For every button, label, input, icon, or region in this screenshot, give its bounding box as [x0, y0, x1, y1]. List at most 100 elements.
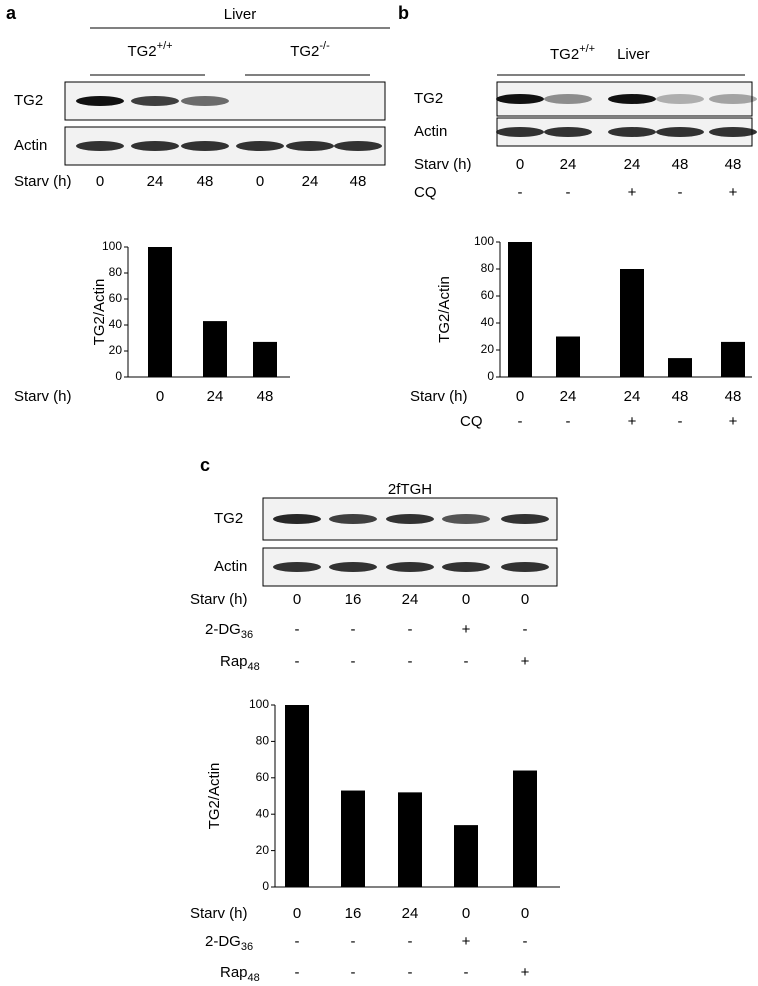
condition-value: 24: [302, 173, 319, 190]
band: [709, 127, 757, 137]
band: [386, 514, 434, 524]
panel-label: b: [398, 3, 409, 23]
x-tick-label: 24: [560, 388, 577, 405]
bar: [203, 321, 227, 377]
condition-value: 0: [462, 591, 470, 608]
condition-label: Starv (h): [190, 591, 248, 608]
group-label: TG2+/+: [127, 40, 172, 60]
condition-value: 48: [350, 173, 367, 190]
condition-label-main: 2-DG: [205, 933, 241, 950]
bar: [398, 792, 422, 887]
bar: [668, 358, 692, 377]
condition-value: 24: [560, 156, 577, 173]
y-tick-label: 60: [481, 288, 495, 302]
x-tick-label: 0: [462, 905, 470, 922]
x-tick-label: 48: [672, 388, 689, 405]
condition-value: -: [678, 413, 683, 430]
condition-value: +: [729, 413, 738, 430]
condition-label: CQ: [460, 413, 483, 430]
condition-value: 0: [521, 591, 529, 608]
y-tick-label: 20: [109, 343, 123, 357]
condition-value: +: [462, 621, 471, 638]
band: [273, 562, 321, 572]
condition-value: -: [295, 653, 300, 670]
group-label: TG2-/-: [290, 40, 330, 60]
y-tick-label: 0: [115, 369, 122, 383]
condition-value: -: [351, 964, 356, 981]
condition-label-sub: 48: [248, 661, 260, 673]
condition-value: -: [295, 964, 300, 981]
condition-label: Rap48: [220, 653, 260, 673]
y-tick-label: 60: [109, 291, 123, 305]
condition-value: +: [462, 933, 471, 950]
condition-value: 48: [672, 156, 689, 173]
condition-value: -: [351, 621, 356, 638]
y-tick-label: 100: [102, 239, 122, 253]
group-label-main: TG2: [127, 43, 156, 60]
condition-value: +: [521, 964, 530, 981]
condition-value: +: [628, 413, 637, 430]
y-axis-label: TG2/Actin: [206, 763, 223, 830]
condition-value: 16: [345, 591, 362, 608]
condition-value: -: [566, 184, 571, 201]
band: [544, 127, 592, 137]
x-tick-label: 24: [402, 905, 419, 922]
condition-value: -: [518, 413, 523, 430]
y-axis-label: TG2/Actin: [91, 279, 108, 346]
condition-label: 2-DG36: [205, 621, 253, 641]
condition-value: -: [523, 621, 528, 638]
y-tick-label: 40: [481, 315, 495, 329]
blot-header-after: Liver: [617, 46, 650, 63]
condition-label: Starv (h): [414, 156, 472, 173]
condition-value: -: [523, 933, 528, 950]
blot-header: TG2+/+ Liver: [550, 43, 650, 63]
blot-row-label: TG2: [14, 92, 43, 109]
band: [386, 562, 434, 572]
band: [501, 514, 549, 524]
band: [329, 514, 377, 524]
y-tick-label: 60: [256, 770, 270, 784]
x-axis-label: Starv (h): [14, 388, 72, 405]
y-tick-label: 80: [109, 265, 123, 279]
condition-label: Rap48: [220, 964, 260, 984]
group-label-sup: -/-: [319, 40, 330, 52]
band: [236, 141, 284, 151]
group-label-sup: +/+: [157, 40, 173, 52]
condition-value: -: [351, 933, 356, 950]
y-tick-label: 80: [481, 261, 495, 275]
band: [656, 94, 704, 104]
condition-value: -: [295, 621, 300, 638]
y-tick-label: 0: [262, 879, 269, 893]
band: [76, 96, 124, 106]
condition-value: -: [464, 653, 469, 670]
band: [442, 562, 490, 572]
blot-row-label: Actin: [414, 123, 447, 140]
condition-label-main: Rap: [220, 653, 248, 670]
condition-label-sub: 48: [248, 972, 260, 984]
y-tick-label: 40: [109, 317, 123, 331]
bar: [556, 336, 580, 377]
band: [608, 94, 656, 104]
condition-value: +: [521, 653, 530, 670]
blot-row-label: Actin: [214, 558, 247, 575]
bar: [721, 341, 745, 377]
condition-value: 0: [256, 173, 264, 190]
x-tick-label: 0: [516, 388, 524, 405]
condition-label-sub: 36: [241, 941, 253, 953]
condition-value: -: [408, 964, 413, 981]
y-tick-label: 100: [474, 234, 494, 248]
x-tick-label: 24: [624, 388, 641, 405]
y-axis-label: TG2/Actin: [436, 276, 453, 343]
blot-row-label: Actin: [14, 137, 47, 154]
blot-header-main: TG2: [550, 46, 579, 63]
band: [286, 141, 334, 151]
condition-value: 0: [96, 173, 104, 190]
bar: [454, 825, 478, 887]
condition-label-main: Rap: [220, 964, 248, 981]
panel-label: a: [6, 3, 17, 23]
condition-value: -: [566, 413, 571, 430]
condition-label-sub: 36: [241, 629, 253, 641]
x-axis-label: Starv (h): [190, 905, 248, 922]
band: [544, 94, 592, 104]
